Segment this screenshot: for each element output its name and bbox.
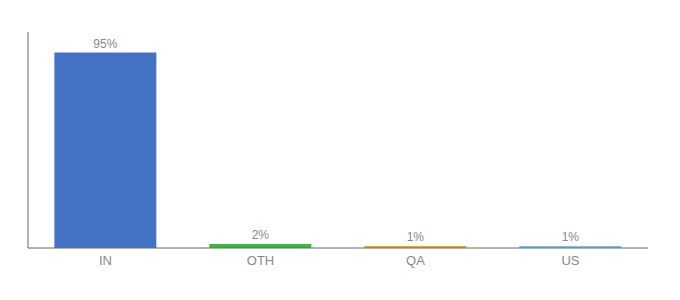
svg-text:US: US (561, 253, 579, 268)
svg-text:2%: 2% (252, 228, 270, 242)
svg-text:OTH: OTH (247, 253, 274, 268)
svg-text:IN: IN (99, 253, 112, 268)
svg-text:QA: QA (406, 253, 425, 268)
svg-text:1%: 1% (407, 230, 425, 244)
svg-text:1%: 1% (562, 230, 580, 244)
svg-text:95%: 95% (93, 37, 117, 51)
